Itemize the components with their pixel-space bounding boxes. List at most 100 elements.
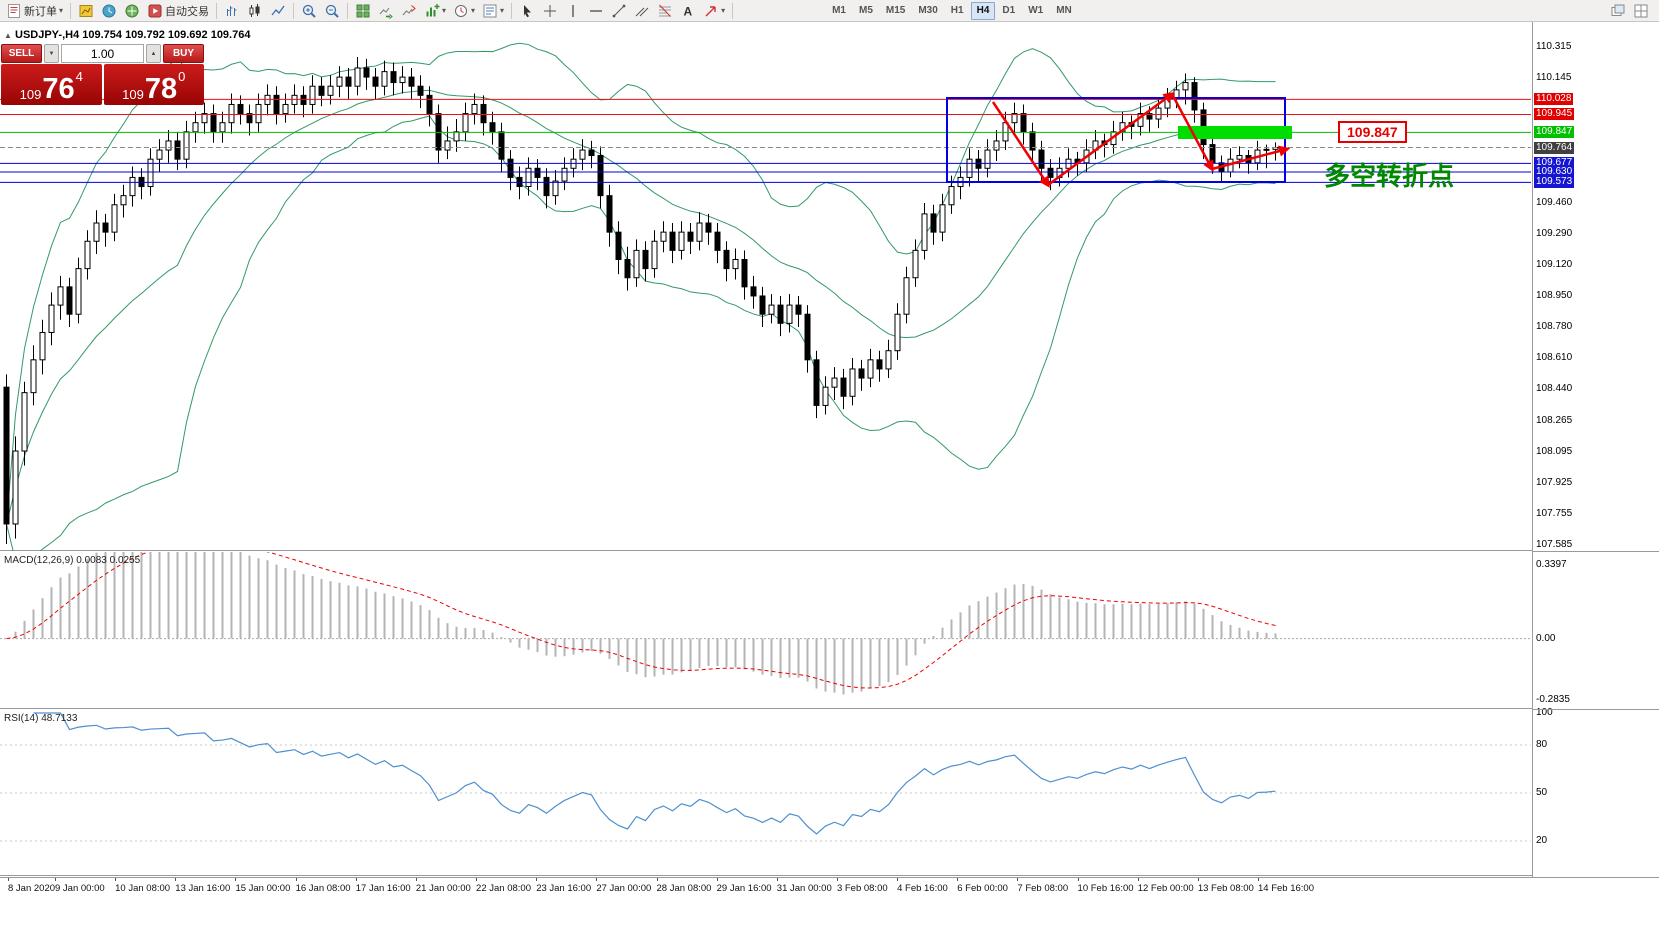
candlestick-chart-button[interactable] [244, 1, 266, 21]
tile-windows-button[interactable] [352, 1, 374, 21]
rsi-panel[interactable]: RSI(14) 48.7133 [0, 710, 1532, 876]
periods-button[interactable]: ▾ [450, 1, 478, 21]
one-click-collapse-icon[interactable]: ▲ [4, 31, 12, 40]
timeframe-mn-button[interactable]: MN [1056, 5, 1072, 16]
buy-button[interactable]: BUY [163, 44, 204, 63]
candle-body [291, 94, 298, 105]
bar-chart-button[interactable] [221, 1, 243, 21]
candle-body [219, 122, 226, 133]
toolbar-separator [732, 2, 734, 19]
candle-body [84, 240, 91, 270]
candle-body [813, 359, 820, 406]
volume-down-button[interactable]: ▼ [44, 44, 59, 63]
timeframe-m15-button[interactable]: M15 [885, 5, 906, 16]
auto-trading-button[interactable]: 自动交易 [144, 1, 212, 21]
sell-button[interactable]: SELL [1, 44, 42, 63]
caret-down-icon: ▾ [471, 6, 476, 15]
navigator-button[interactable] [121, 1, 143, 21]
fibonacci-button[interactable] [654, 1, 676, 21]
caret-down-icon: ▾ [442, 6, 447, 15]
crosshair-button[interactable] [539, 1, 561, 21]
chart-shift-button[interactable] [398, 1, 420, 21]
candle-body [678, 231, 685, 251]
time-axis[interactable]: 8 Jan 2020 9 Jan 00:00 10 Jan 08:00 13 Jan … [0, 877, 1659, 897]
volume-input[interactable]: 1.00 [61, 44, 144, 63]
candle-body [417, 85, 424, 96]
sell-price-panel[interactable]: 109 76 4 [1, 64, 102, 105]
price-annotation[interactable]: 109.847 [1338, 121, 1407, 143]
time-axis-label: 4 Feb 16:00 [897, 883, 948, 894]
vertical-line-button[interactable] [562, 1, 584, 21]
candle-body [1155, 107, 1162, 120]
time-tick [596, 878, 598, 881]
text-label-button[interactable]: A [677, 1, 699, 21]
sell-price-prefix: 109 [19, 86, 42, 102]
zoom-out-button[interactable] [321, 1, 343, 21]
panel-splitter[interactable] [0, 550, 1659, 553]
time-tick [957, 878, 959, 881]
candle-body [237, 103, 244, 115]
buy-price-sup: 0 [178, 69, 186, 84]
timeframe-d1-button[interactable]: D1 [1002, 5, 1016, 16]
candle-body [255, 103, 262, 124]
time-axis-label: 17 Jan 16:00 [355, 883, 411, 894]
turning-point-annotation[interactable]: 多空转折点 [1324, 162, 1455, 191]
equidistant-channel-button[interactable] [631, 1, 653, 21]
auto-scroll-button[interactable] [375, 1, 397, 21]
toolbar-separator [293, 2, 295, 19]
candle-body [408, 76, 415, 87]
toolbar-right-group [1607, 0, 1652, 22]
buy-price-panel[interactable]: 109 78 0 [103, 64, 204, 105]
candle-body [984, 149, 991, 169]
toolbar-separator [216, 2, 218, 19]
macd-chart[interactable] [0, 552, 1532, 709]
caret-down-icon: ▾ [59, 6, 64, 15]
line-chart-button[interactable] [267, 1, 289, 21]
price-scale-label: 109.573 [1534, 176, 1575, 189]
timeframe-h4-button[interactable]: H4 [970, 1, 996, 20]
candle-body [1146, 113, 1153, 120]
timeframe-h1-button[interactable]: H1 [950, 5, 964, 16]
new-chart-window-button[interactable] [1607, 1, 1629, 21]
rsi-chart[interactable] [0, 710, 1532, 876]
candle-body [300, 94, 307, 105]
volume-up-button[interactable]: ▲ [146, 44, 161, 63]
market-watch-button[interactable] [98, 1, 120, 21]
timeframe-m30-button[interactable]: M30 [918, 5, 938, 16]
profiles-button[interactable] [75, 1, 97, 21]
main-chart-panel[interactable]: ▲ USDJPY-,H4 109.754 109.792 109.692 109… [0, 22, 1532, 551]
window-list-button[interactable] [1630, 1, 1652, 21]
zoom-in-button[interactable] [298, 1, 320, 21]
trendline-icon [611, 3, 627, 19]
candle-body [624, 258, 631, 279]
candle-body [12, 450, 19, 525]
trend-arrow-4[interactable] [1211, 145, 1291, 171]
new-order-button[interactable]: 新订单 ▾ [3, 1, 66, 21]
highlight-zone[interactable] [1178, 126, 1292, 139]
periods-icon [453, 3, 469, 19]
candle-body [1263, 148, 1270, 151]
macd-panel[interactable]: MACD(12,26,9) 0.0083 0.0255 [0, 552, 1532, 709]
candlestick-chart[interactable] [0, 22, 1532, 551]
time-axis-label: 21 Jan 00:00 [415, 883, 471, 894]
price-scale-label: 107.925 [1536, 476, 1573, 488]
timeframe-w1-button[interactable]: W1 [1028, 5, 1044, 16]
timeframe-m1-button[interactable]: M1 [832, 5, 846, 16]
vline-icon [565, 3, 581, 19]
timeframe-m5-button[interactable]: M5 [858, 5, 873, 16]
price-scale[interactable]: 110.315 110.145 110.028 109.945 109.847 109.7… [1532, 22, 1659, 877]
trendline-button[interactable] [608, 1, 630, 21]
candle-body [426, 94, 433, 115]
templates-button[interactable]: ▾ [479, 1, 507, 21]
candle-body [543, 176, 550, 197]
trend-arrow-1[interactable] [991, 101, 1050, 188]
cursor-button[interactable] [516, 1, 538, 21]
trend-arrow-2[interactable] [1047, 92, 1175, 187]
panel-splitter[interactable] [0, 708, 1659, 711]
arrows-button[interactable]: ▾ [700, 1, 728, 21]
sell-price-sup: 4 [75, 69, 83, 84]
horizontal-line-button[interactable] [585, 1, 607, 21]
indicators-button[interactable]: ▾ [421, 1, 449, 21]
consolidation-box[interactable] [946, 97, 1286, 183]
trend-arrow-3[interactable] [1170, 93, 1214, 172]
